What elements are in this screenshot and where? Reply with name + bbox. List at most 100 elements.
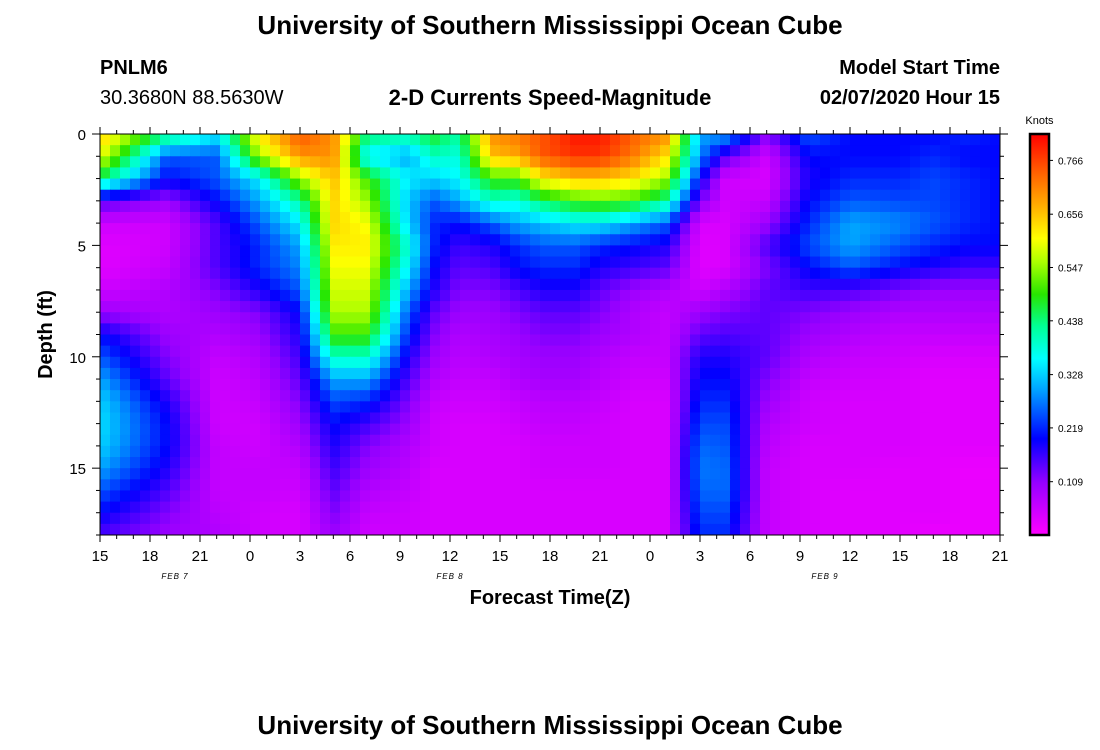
heatmap-cell — [930, 301, 941, 313]
heatmap-cell — [720, 490, 731, 503]
heatmap-cell — [920, 156, 931, 169]
heatmap-cell — [650, 211, 661, 224]
heatmap-cell — [860, 501, 871, 514]
station-coordinates: 30.3680N 88.5630W — [100, 87, 284, 109]
heatmap-cell — [260, 178, 271, 191]
heatmap-cell — [330, 512, 341, 525]
heatmap-cell — [160, 178, 171, 191]
heatmap-cell — [250, 490, 261, 503]
heatmap-cell — [520, 457, 531, 469]
heatmap-cell — [720, 356, 731, 369]
heatmap-cell — [460, 512, 471, 525]
heatmap-cell — [710, 423, 721, 436]
heatmap-cell — [580, 490, 591, 503]
heatmap-cell — [820, 523, 831, 535]
heatmap-cell — [950, 501, 961, 514]
heatmap-cell — [580, 434, 591, 447]
heatmap-cell — [140, 334, 151, 347]
heatmap-cell — [140, 323, 151, 336]
heatmap-cell — [810, 334, 821, 347]
heatmap-cell — [100, 356, 111, 369]
heatmap-cell — [790, 434, 801, 447]
heatmap-cell — [290, 390, 301, 402]
heatmap-cell — [600, 234, 611, 246]
heatmap-cell — [960, 156, 971, 169]
heatmap-cell — [450, 334, 461, 347]
heatmap-cell — [520, 189, 531, 202]
heatmap-cell — [190, 334, 201, 347]
heatmap-cell — [640, 434, 651, 447]
heatmap-cell — [770, 167, 781, 180]
heatmap-cell — [490, 223, 501, 235]
heatmap-cell — [960, 523, 971, 535]
heatmap-cell — [970, 412, 981, 425]
heatmap-cell — [680, 156, 691, 169]
heatmap-cell — [800, 412, 811, 425]
heatmap-cell — [780, 211, 791, 224]
heatmap-cell — [890, 189, 901, 202]
heatmap-cell — [840, 156, 851, 169]
heatmap-cell — [610, 156, 621, 169]
heatmap-cell — [290, 356, 301, 369]
heatmap-cell — [620, 245, 631, 258]
heatmap-cell — [780, 379, 791, 391]
heatmap-cell — [590, 401, 601, 414]
heatmap-cell — [520, 479, 531, 492]
heatmap-cell — [860, 479, 871, 492]
heatmap-cell — [720, 167, 731, 180]
heatmap-cell — [120, 134, 131, 146]
heatmap-cell — [820, 423, 831, 436]
heatmap-cell — [860, 390, 871, 402]
heatmap-cell — [280, 468, 291, 480]
heatmap-cell — [390, 479, 401, 492]
heatmap-cell — [660, 501, 671, 514]
colorbar-tick-label: 0.547 — [1058, 264, 1083, 275]
heatmap-cell — [960, 345, 971, 358]
heatmap-cell — [830, 323, 841, 336]
heatmap-cell — [520, 379, 531, 391]
heatmap-cell — [310, 434, 321, 447]
heatmap-cell — [180, 312, 191, 324]
heatmap-cell — [710, 234, 721, 246]
heatmap-cell — [510, 490, 521, 503]
heatmap-cell — [620, 134, 631, 146]
heatmap-cell — [390, 423, 401, 436]
heatmap-cell — [990, 367, 1000, 380]
heatmap-cell — [620, 211, 631, 224]
heatmap-cell — [620, 379, 631, 391]
heatmap-cell — [620, 167, 631, 180]
heatmap-cell — [650, 367, 661, 380]
heatmap-cell — [260, 457, 271, 469]
heatmap-cell — [880, 134, 891, 146]
heatmap-cell — [180, 211, 191, 224]
heatmap-cell — [340, 278, 351, 291]
x-tick-label: 3 — [296, 548, 304, 565]
heatmap-cell — [340, 468, 351, 480]
heatmap-cell — [610, 457, 621, 469]
heatmap-cell — [880, 457, 891, 469]
heatmap-cell — [240, 267, 251, 280]
heatmap-cell — [680, 468, 691, 480]
heatmap-cell — [130, 145, 141, 157]
heatmap-cell — [530, 289, 541, 302]
heatmap-cell — [710, 379, 721, 391]
heatmap-cell — [780, 189, 791, 202]
heatmap-cell — [590, 423, 601, 436]
heatmap-cell — [380, 401, 391, 414]
heatmap-cell — [910, 223, 921, 235]
heatmap-cell — [610, 189, 621, 202]
heatmap-cell — [990, 457, 1000, 469]
heatmap-cell — [240, 178, 251, 191]
heatmap-cell — [180, 479, 191, 492]
heatmap-cell — [820, 345, 831, 358]
heatmap-cell — [440, 289, 451, 302]
heatmap-cell — [810, 479, 821, 492]
heatmap-cell — [170, 379, 181, 391]
heatmap-cell — [870, 289, 881, 302]
heatmap-cell — [510, 367, 521, 380]
heatmap-cell — [960, 401, 971, 414]
heatmap-cell — [910, 278, 921, 291]
heatmap-cell — [370, 379, 381, 391]
heatmap-cell — [630, 356, 641, 369]
heatmap-cell — [760, 145, 771, 157]
